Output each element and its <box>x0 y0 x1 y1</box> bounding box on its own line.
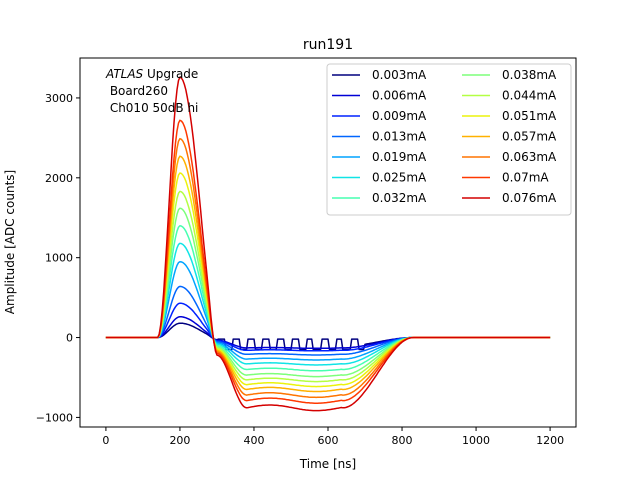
legend-label: 0.006mA <box>372 89 427 103</box>
x-tick-label: 800 <box>392 434 413 447</box>
x-tick-label: 1200 <box>536 434 564 447</box>
legend-label: 0.044mA <box>502 89 557 103</box>
y-tick-label: 1000 <box>45 252 73 265</box>
annotation-upgrade: Upgrade <box>143 67 198 81</box>
x-axis-label: Time [ns] <box>299 457 356 471</box>
x-tick-label: 200 <box>169 434 190 447</box>
x-tick-label: 0 <box>102 434 109 447</box>
chart-title: run191 <box>303 37 353 53</box>
x-axis: 0 200 400 600 800 1000 1200 <box>102 427 564 447</box>
y-axis: −1000 0 1000 2000 3000 <box>36 92 80 424</box>
legend-label: 0.063mA <box>502 150 557 164</box>
legend-label: 0.076mA <box>502 191 557 205</box>
x-tick-label: 600 <box>318 434 339 447</box>
legend-label: 0.07mA <box>502 171 549 185</box>
legend-label: 0.057mA <box>502 130 557 144</box>
x-tick-label: 400 <box>243 434 264 447</box>
annotation-line-3: Ch010 50dB hi <box>106 101 198 115</box>
legend-label: 0.025mA <box>372 171 427 185</box>
y-tick-label: 0 <box>66 332 73 345</box>
legend-label: 0.003mA <box>372 68 427 82</box>
series-lines <box>105 76 551 412</box>
annotation-line-1: ATLAS Upgrade <box>105 67 198 81</box>
annotation-atlas: ATLAS <box>105 67 144 81</box>
legend-label: 0.038mA <box>502 68 557 82</box>
legend-label: 0.009mA <box>372 109 427 123</box>
legend: 0.003mA 0.006mA 0.009mA 0.013mA 0.019mA 0.025… <box>326 63 572 216</box>
y-tick-label: 3000 <box>45 92 73 105</box>
annotation: ATLAS Upgrade Board260 Ch010 50dB hi <box>105 67 198 115</box>
x-tick-label: 1000 <box>462 434 490 447</box>
y-tick-label: 2000 <box>45 172 73 185</box>
legend-label: 0.019mA <box>372 150 427 164</box>
legend-label: 0.013mA <box>372 130 427 144</box>
y-axis-label: Amplitude [ADC counts] <box>3 170 17 314</box>
legend-label: 0.051mA <box>502 109 557 123</box>
legend-label: 0.032mA <box>372 191 427 205</box>
series-line-13 <box>105 76 551 412</box>
y-tick-label: −1000 <box>36 411 73 424</box>
annotation-line-2: Board260 <box>106 84 168 98</box>
legend-box <box>326 63 572 216</box>
legend-entries: 0.003mA 0.006mA 0.009mA 0.013mA 0.019mA 0.025… <box>332 68 557 205</box>
